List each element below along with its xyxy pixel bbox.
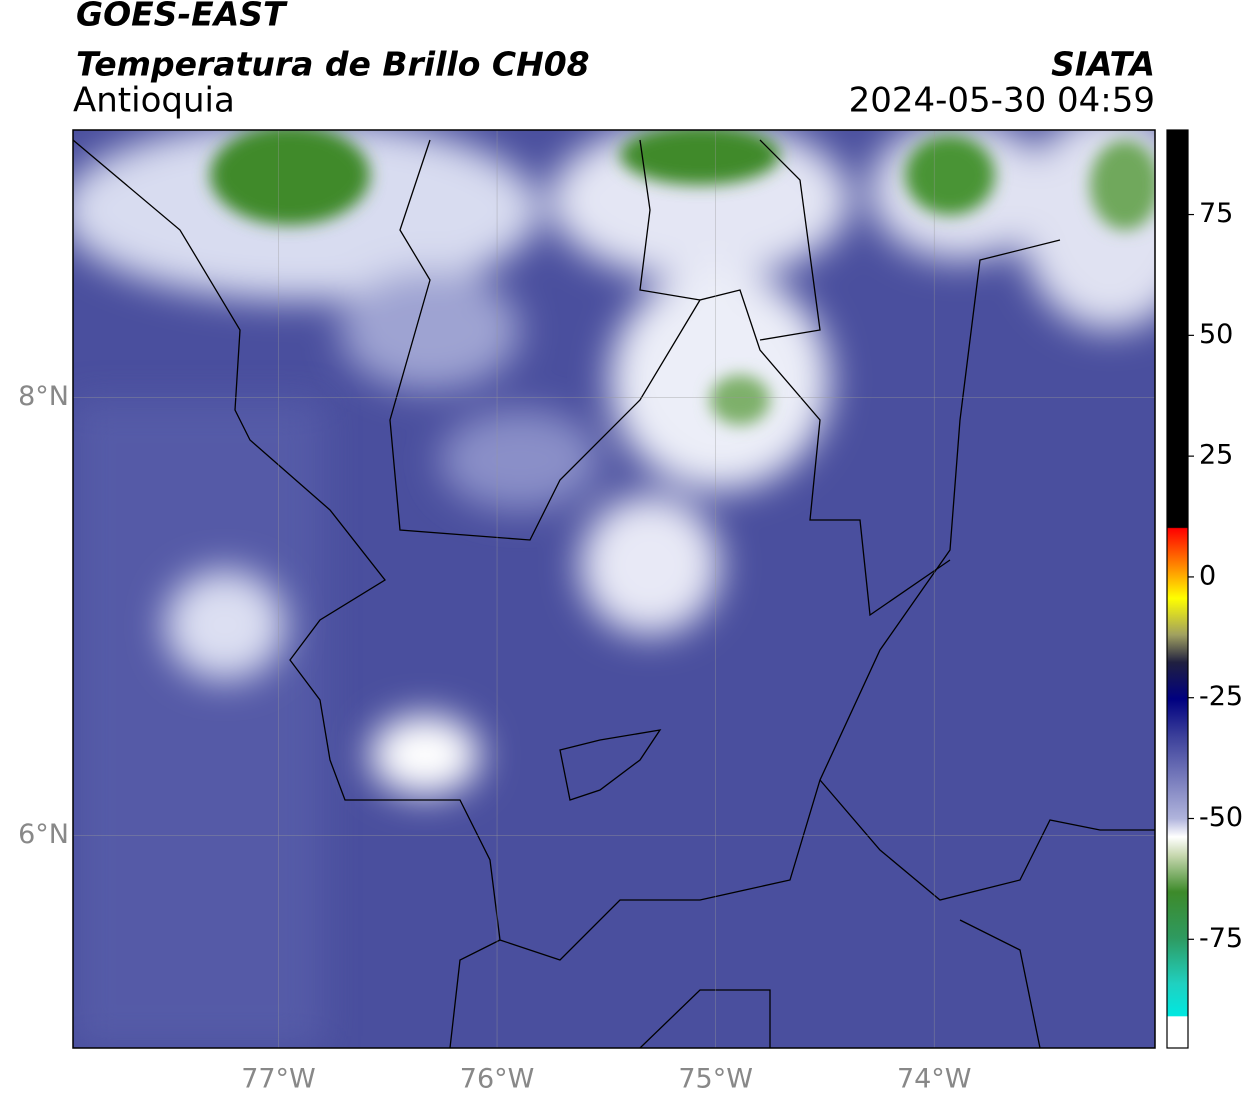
colorbar [1166, 129, 1189, 1049]
x-tick-label: 75°W [678, 1064, 753, 1095]
x-tick-label: 77°W [241, 1064, 316, 1095]
colorbar-tick-label: 25 [1199, 440, 1233, 471]
source-label: SIATA [1051, 45, 1155, 84]
map-frame [72, 129, 1156, 1049]
y-tick-label: 8°N [18, 381, 69, 412]
x-tick-label: 74°W [897, 1064, 972, 1095]
colorbar-tick-label: 0 [1199, 560, 1216, 591]
x-tick-label: 76°W [460, 1064, 535, 1095]
borders [73, 139, 1155, 1048]
colorbar-tick-label: -50 [1199, 802, 1243, 833]
satellite-title: GOES-EAST [76, 0, 288, 34]
colorbar-tick-label: 50 [1199, 319, 1233, 350]
datetime-label: 2024-05-30 04:59 [849, 81, 1155, 121]
region-label: Antioquia [73, 81, 235, 121]
product-title: Temperatura de Brillo CH08 [76, 45, 590, 84]
colorbar-tick-label: -75 [1199, 923, 1243, 954]
graticule [73, 130, 1155, 1048]
y-tick-label: 6°N [18, 819, 69, 850]
colorbar-tick-label: -25 [1199, 681, 1243, 712]
satellite-image [73, 130, 1155, 1048]
colorbar-tick-label: 75 [1199, 198, 1233, 229]
